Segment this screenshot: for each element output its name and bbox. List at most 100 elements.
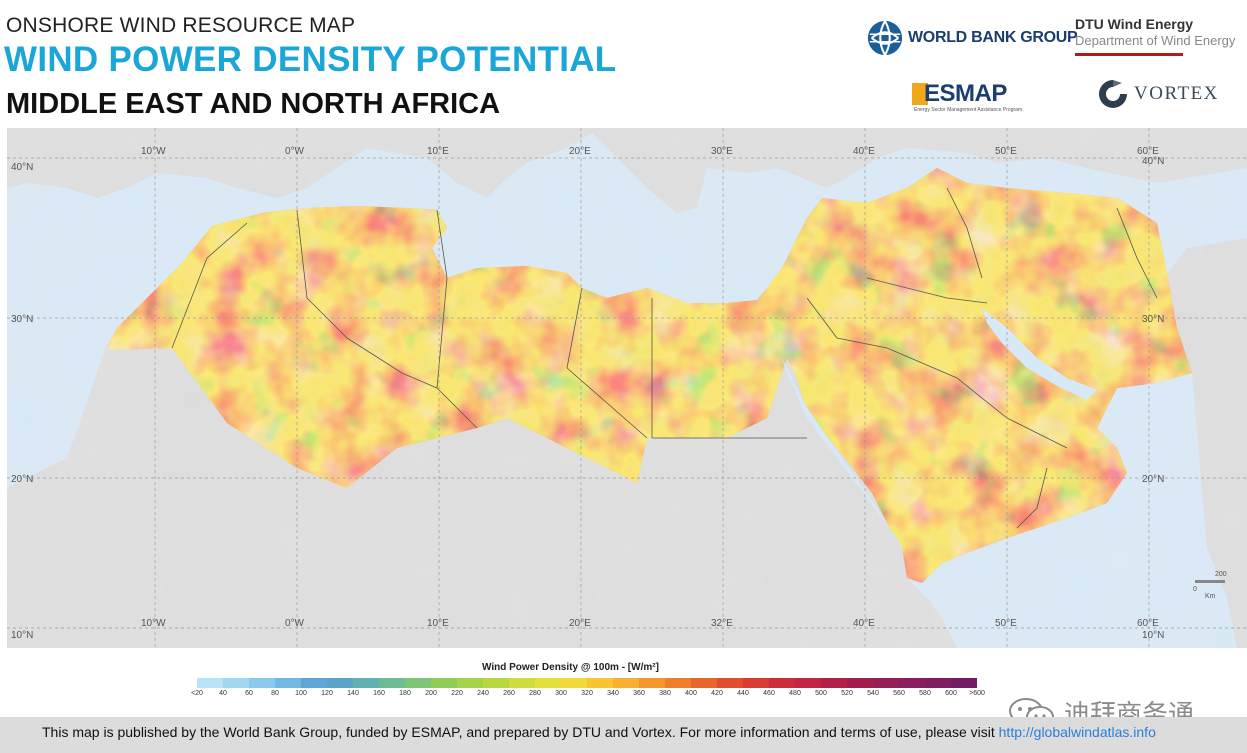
legend-tick-label: <20 bbox=[191, 690, 203, 697]
lat-label-right: 30°N bbox=[1142, 314, 1164, 325]
vortex-label: VORTEX bbox=[1134, 83, 1219, 104]
region-title: MIDDLE EAST AND NORTH AFRICA bbox=[6, 88, 501, 120]
legend-swatch bbox=[327, 678, 353, 688]
legend-tick-label: 360 bbox=[633, 690, 645, 697]
footer: This map is published by the World Bank … bbox=[0, 717, 1247, 753]
legend-tick-label: 600 bbox=[945, 690, 957, 697]
lat-label-left: 40°N bbox=[11, 162, 33, 173]
lon-label-bottom: 60°E bbox=[1137, 618, 1159, 629]
world-bank-logo: WORLD BANK GROUP bbox=[866, 18, 1078, 58]
vortex-logo: VORTEX bbox=[1096, 76, 1219, 112]
lat-label-left: 20°N bbox=[11, 474, 33, 485]
world-bank-globe-icon bbox=[867, 20, 903, 56]
lon-label-top: 10°E bbox=[427, 146, 449, 157]
legend-swatch bbox=[769, 678, 795, 688]
legend-tick-label: 100 bbox=[295, 690, 307, 697]
legend-tick-label: 380 bbox=[659, 690, 671, 697]
legend-tick-label: 300 bbox=[555, 690, 567, 697]
legend-swatch bbox=[717, 678, 743, 688]
legend-tick-label: 140 bbox=[347, 690, 359, 697]
lon-label-top: 30°E bbox=[711, 146, 733, 157]
legend-tick-label: 440 bbox=[737, 690, 749, 697]
legend-swatch bbox=[639, 678, 665, 688]
legend-tick-label: 280 bbox=[529, 690, 541, 697]
lat-labels-right: 40°N 30°N 20°N 10°N bbox=[1142, 156, 1164, 641]
legend-tick-label: 40 bbox=[219, 690, 227, 697]
legend-swatch bbox=[587, 678, 613, 688]
lon-labels-top: 10°W 0°W 10°E 20°E 30°E 40°E 50°E 60°E bbox=[141, 146, 1159, 157]
legend-tick-label: 200 bbox=[425, 690, 437, 697]
legend-swatch bbox=[535, 678, 561, 688]
lon-label-top: 60°E bbox=[1137, 146, 1159, 157]
legend-swatch bbox=[691, 678, 717, 688]
map-supertitle: ONSHORE WIND RESOURCE MAP bbox=[6, 14, 356, 37]
legend-color-bar bbox=[197, 678, 977, 688]
lon-label-top: 20°E bbox=[569, 146, 591, 157]
legend-swatch bbox=[405, 678, 431, 688]
lon-label-bottom: 20°E bbox=[569, 618, 591, 629]
legend-tick-label: 180 bbox=[399, 690, 411, 697]
legend-swatch bbox=[301, 678, 327, 688]
lat-label-right: 20°N bbox=[1142, 474, 1164, 485]
legend-swatch bbox=[483, 678, 509, 688]
legend-tick-label: 320 bbox=[581, 690, 593, 697]
lon-label-top: 50°E bbox=[995, 146, 1017, 157]
lat-label-left: 10°N bbox=[11, 630, 33, 641]
legend-tick-label: >600 bbox=[969, 690, 985, 697]
globalwindatlas-link[interactable]: http://globalwindatlas.info bbox=[998, 724, 1156, 740]
scale-bar-zero: 0 bbox=[1193, 586, 1197, 593]
dtu-red-bar bbox=[1075, 53, 1183, 56]
lon-label-bottom: 40°E bbox=[853, 618, 875, 629]
esmap-label: ESMAP bbox=[924, 80, 1007, 107]
legend-swatch bbox=[743, 678, 769, 688]
legend-swatch bbox=[821, 678, 847, 688]
scale-bar: 0 200 Km bbox=[1193, 571, 1227, 600]
country-borders bbox=[171, 187, 1158, 529]
legend-swatch bbox=[197, 678, 223, 688]
lon-label-bottom: 10°W bbox=[141, 618, 166, 629]
legend-tick-label: 460 bbox=[763, 690, 775, 697]
lat-label-right: 40°N bbox=[1142, 156, 1164, 167]
lat-labels-left: 40°N 30°N 20°N 10°N bbox=[11, 162, 33, 641]
legend: Wind Power Density @ 100m - [W/m²] <20 40… bbox=[0, 660, 1247, 700]
lon-labels-bottom: 10°W 0°W 10°E 20°E 32°E 40°E 50°E 60°E bbox=[141, 618, 1159, 629]
esmap-square-icon bbox=[912, 83, 928, 105]
legend-swatch bbox=[509, 678, 535, 688]
legend-swatch bbox=[275, 678, 301, 688]
scale-bar-200: 200 bbox=[1215, 571, 1227, 578]
legend-tick-label: 340 bbox=[607, 690, 619, 697]
legend-swatch bbox=[561, 678, 587, 688]
dtu-department: Department of Wind Energy bbox=[1075, 33, 1236, 48]
legend-tick-label: 520 bbox=[841, 690, 853, 697]
world-bank-label: WORLD BANK GROUP bbox=[908, 29, 1078, 46]
persian-gulf bbox=[982, 308, 1097, 400]
legend-swatch bbox=[457, 678, 483, 688]
lon-label-bottom: 32°E bbox=[711, 618, 733, 629]
dtu-logo: DTU Wind Energy Department of Wind Energ… bbox=[1075, 16, 1247, 56]
legend-swatch bbox=[795, 678, 821, 688]
wind-map-svg: 10°W 0°W 10°E 20°E 30°E 40°E 50°E 60°E 1… bbox=[7, 128, 1247, 648]
esmap-tagline: Energy Sector Management Assistance Prog… bbox=[914, 107, 1023, 113]
esmap-logo: ESMAP Energy Sector Management Assistanc… bbox=[912, 80, 1024, 113]
legend-swatch bbox=[873, 678, 899, 688]
legend-tick-label: 60 bbox=[245, 690, 253, 697]
legend-tick-label: 260 bbox=[503, 690, 515, 697]
legend-title: Wind Power Density @ 100m - [W/m²] bbox=[482, 662, 659, 673]
legend-swatch bbox=[353, 678, 379, 688]
legend-tick-label: 540 bbox=[867, 690, 879, 697]
legend-tick-label: 560 bbox=[893, 690, 905, 697]
vortex-swirl-icon bbox=[1099, 80, 1127, 108]
legend-swatch bbox=[847, 678, 873, 688]
legend-tick-label: 80 bbox=[271, 690, 279, 697]
lon-label-top: 10°W bbox=[141, 146, 166, 157]
legend-swatch bbox=[249, 678, 275, 688]
legend-tick-label: 220 bbox=[451, 690, 463, 697]
legend-tick-label: 500 bbox=[815, 690, 827, 697]
legend-swatch bbox=[899, 678, 925, 688]
legend-swatch bbox=[223, 678, 249, 688]
footer-text: This map is published by the World Bank … bbox=[42, 724, 1156, 740]
legend-tick-label: 580 bbox=[919, 690, 931, 697]
map-title: WIND POWER DENSITY POTENTIAL bbox=[4, 40, 617, 79]
legend-tick-label: 420 bbox=[711, 690, 723, 697]
legend-swatch bbox=[613, 678, 639, 688]
